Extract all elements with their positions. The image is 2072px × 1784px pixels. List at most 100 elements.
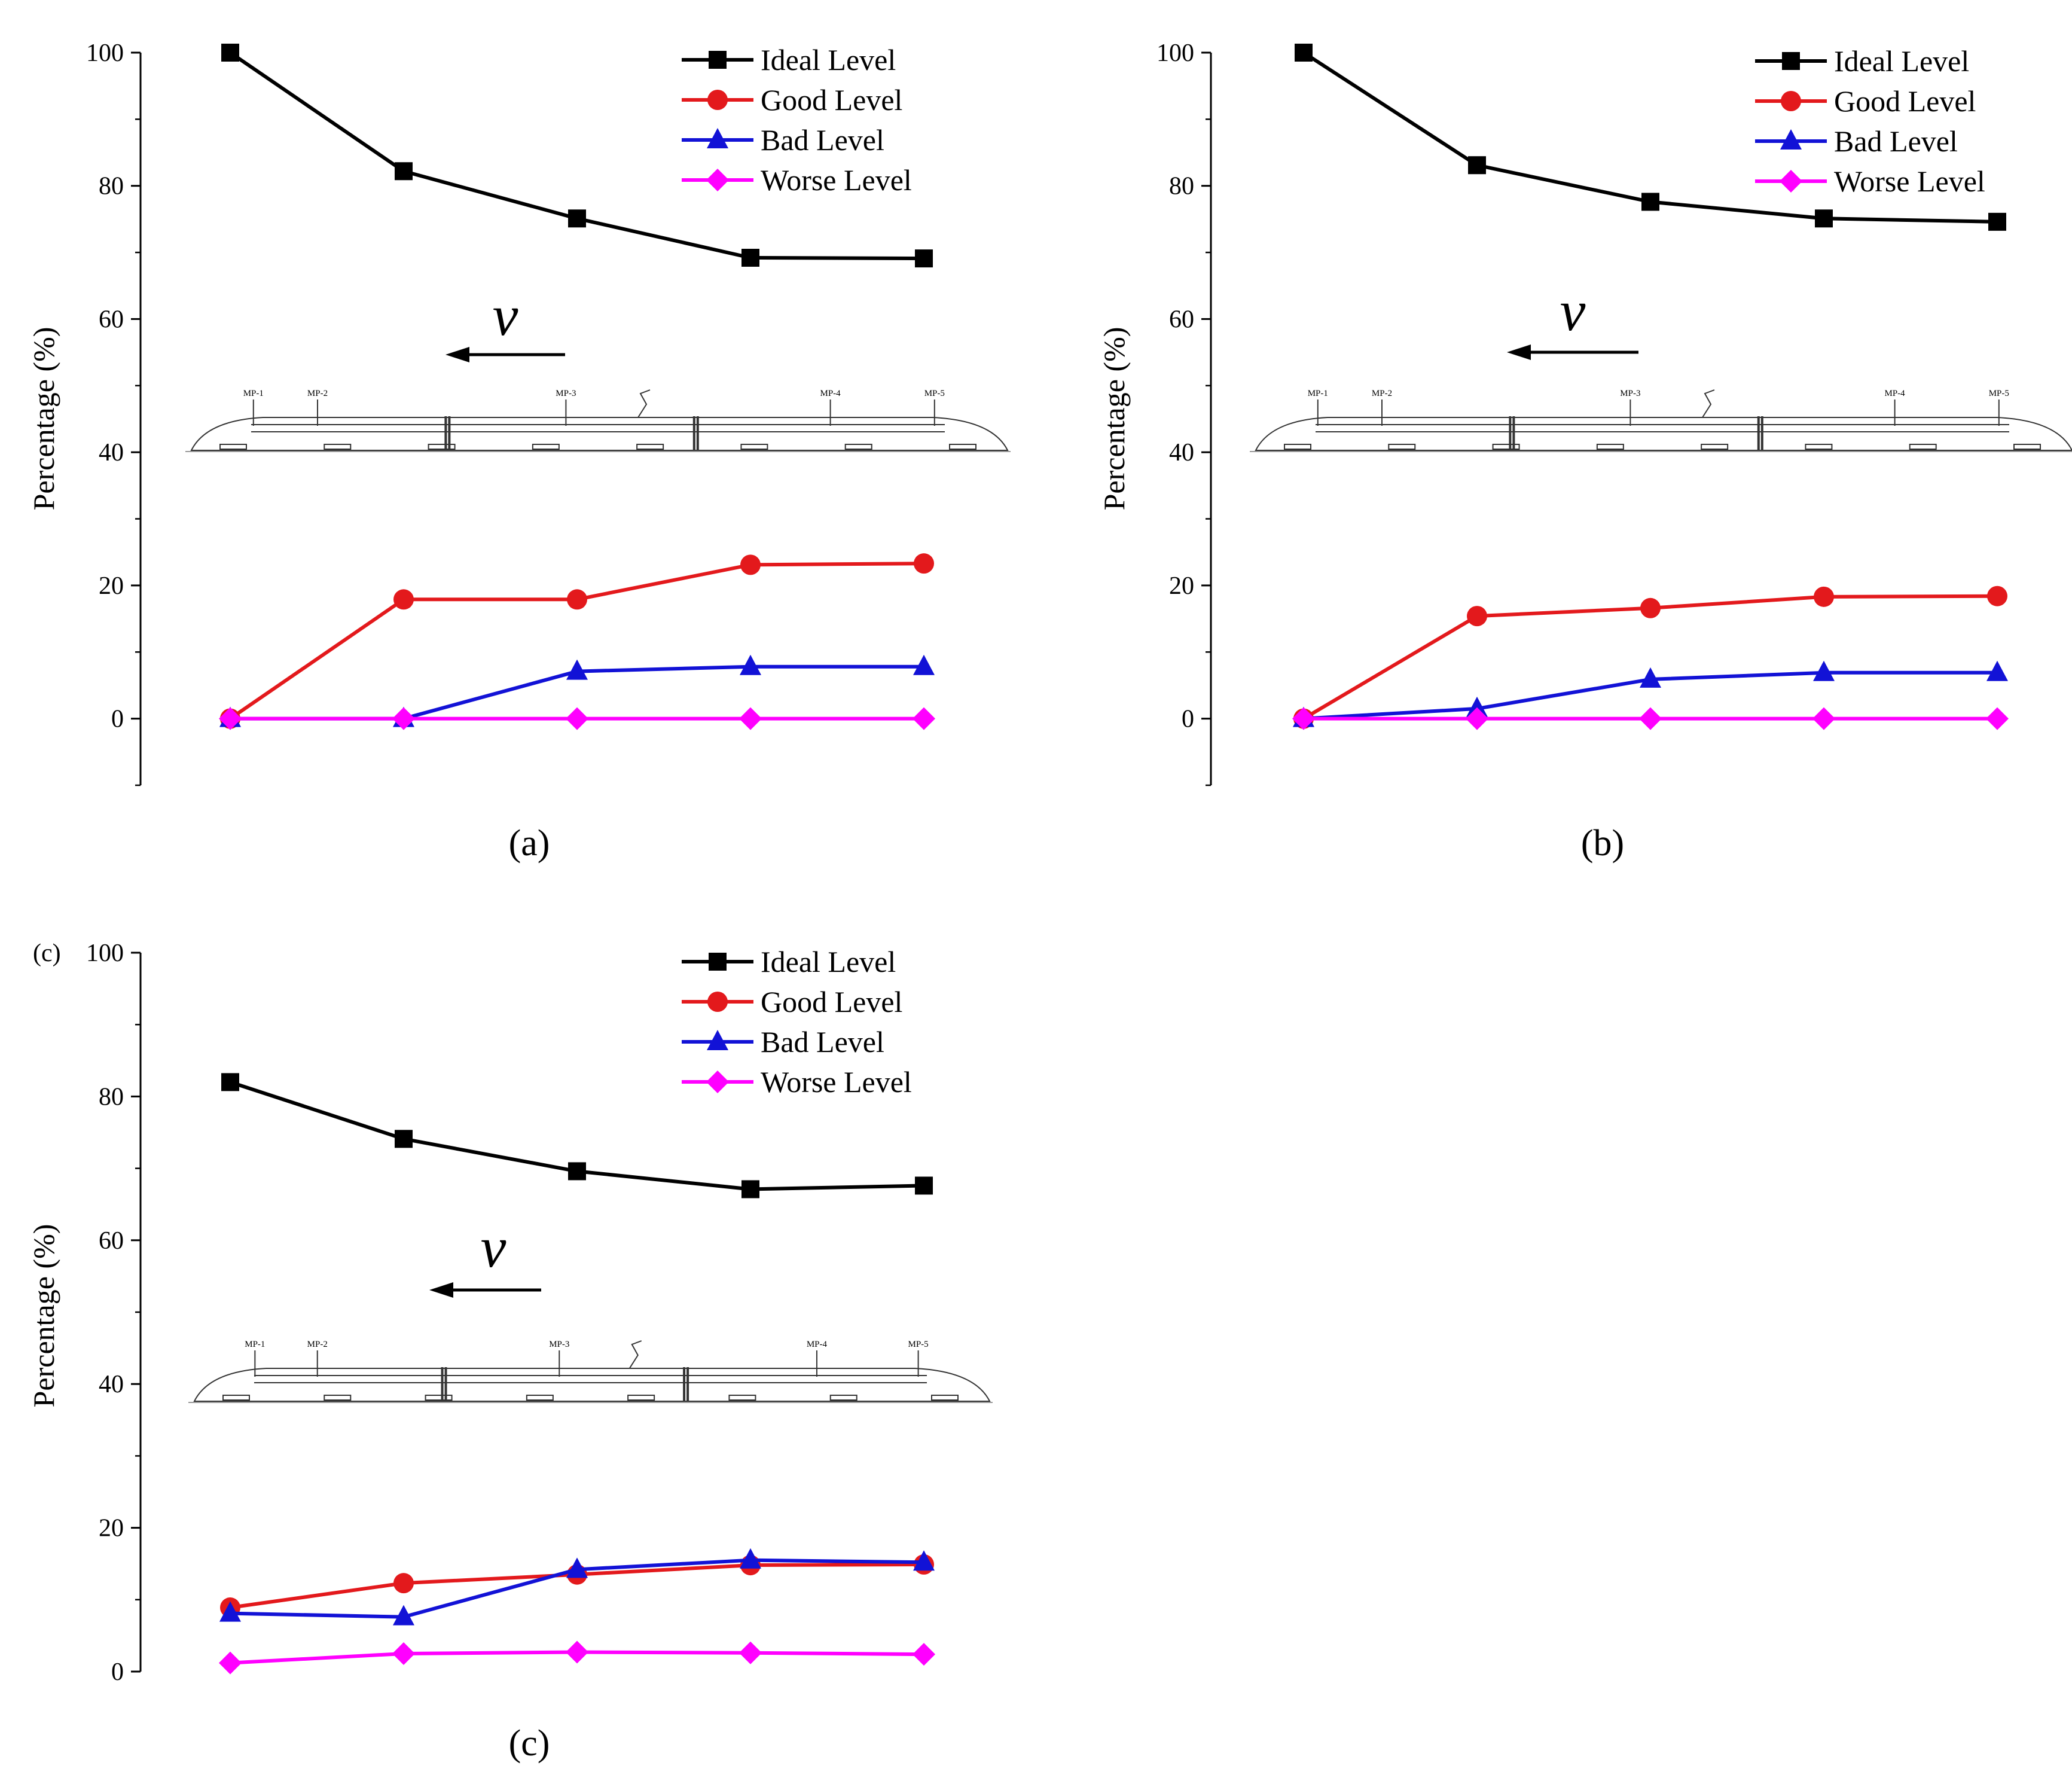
legend-label-ideal: Ideal Level: [761, 43, 896, 77]
y-tick-label: 0: [1182, 706, 1194, 733]
data-point-bad: [913, 654, 935, 675]
series-ideal: [1295, 44, 2006, 231]
train-body: [190, 417, 1009, 451]
measurement-point-label: MP-4: [807, 1340, 828, 1349]
measurement-point-label: MP-3: [549, 1340, 569, 1349]
measurement-point-label: MP-2: [307, 1340, 328, 1349]
train-body: [193, 1368, 991, 1402]
legend-label-bad: Bad Level: [1834, 124, 1958, 158]
measurement-point-label: MP-3: [1620, 389, 1640, 398]
data-point-ideal: [221, 44, 239, 62]
measurement-point-label: MP-5: [908, 1340, 929, 1349]
data-point-good: [393, 589, 414, 610]
measurement-point-label: MP-5: [924, 389, 945, 398]
y-tick-label: 100: [86, 940, 124, 967]
legend-marker-bad: [1780, 129, 1802, 150]
y-tick-label: 20: [99, 572, 124, 600]
bogie: [1596, 444, 1624, 450]
y-tick-label: 80: [99, 173, 124, 200]
bogie: [829, 1395, 858, 1401]
bogie: [740, 444, 768, 450]
data-point-good: [1814, 586, 1834, 607]
data-point-good: [740, 554, 761, 575]
data-point-ideal: [221, 1073, 239, 1091]
y-tick-label: 0: [111, 706, 124, 733]
legend-label-worse: Worse Level: [761, 163, 912, 197]
measurement-point-label: MP-3: [556, 389, 576, 398]
data-point-bad: [740, 1548, 761, 1569]
velocity-arrow-head: [1507, 344, 1531, 360]
bogie: [1492, 444, 1520, 450]
legend-label-worse: Worse Level: [1834, 164, 1985, 198]
bogie: [1805, 444, 1833, 450]
panel-caption: (c): [509, 1723, 550, 1764]
data-point-bad: [566, 659, 588, 680]
data-point-ideal: [395, 1130, 413, 1148]
legend-label-bad: Bad Level: [761, 123, 884, 157]
data-point-good: [1640, 597, 1661, 618]
data-point-worse: [1292, 707, 1315, 730]
y-tick-label: 20: [1169, 572, 1194, 600]
measurement-point-label: MP-4: [1885, 389, 1906, 398]
data-point-ideal: [568, 1162, 586, 1181]
train-diagram: [185, 389, 1011, 452]
data-point-worse: [392, 707, 415, 730]
legend-marker-worse: [706, 1071, 729, 1093]
data-point-ideal: [1988, 212, 2006, 231]
data-point-ideal: [1295, 44, 1313, 62]
bogie: [1284, 444, 1311, 450]
data-point-ideal: [568, 209, 586, 228]
y-tick-label: 100: [86, 39, 124, 67]
y-tick-label: 60: [99, 1227, 124, 1255]
measurement-point-label: MP-1: [243, 389, 264, 398]
data-point-worse: [1466, 707, 1488, 730]
series-worse: [219, 707, 935, 730]
legend-marker-ideal: [709, 51, 727, 69]
legend-label-worse: Worse Level: [761, 1065, 912, 1099]
train-body: [1255, 417, 2072, 451]
data-point-bad: [393, 1605, 414, 1626]
bogie: [324, 444, 352, 450]
data-point-worse: [392, 1642, 415, 1665]
chart-panel-b: 0 20 40 60 80 100 Percentage (%) MP-1 MP-2 MP-3 MP…: [1097, 39, 2072, 864]
data-point-bad: [913, 1550, 935, 1571]
y-axis-title: Percentage (%): [27, 327, 60, 511]
legend: Ideal Level Good Level Bad Level Worse Leve…: [682, 43, 912, 197]
bogie: [1909, 444, 1937, 450]
measurement-point-label: MP-1: [1308, 389, 1328, 398]
data-point-good: [914, 553, 934, 574]
legend-label-ideal: Ideal Level: [761, 945, 896, 978]
legend-marker-good: [707, 90, 728, 110]
data-point-bad: [1986, 660, 2008, 681]
y-axis-title: Percentage (%): [27, 1224, 60, 1408]
data-point-bad: [566, 1557, 588, 1578]
bogie: [728, 1395, 756, 1401]
y-tick-label: 40: [99, 439, 124, 466]
legend-label-bad: Bad Level: [761, 1025, 884, 1059]
data-point-worse: [913, 1643, 935, 1666]
data-point-ideal: [915, 249, 933, 268]
velocity-label: v: [481, 1215, 506, 1279]
panel-caption: (a): [509, 823, 550, 864]
legend-label-ideal: Ideal Level: [1834, 44, 1969, 78]
data-point-good: [1467, 606, 1487, 627]
legend-marker-worse: [1780, 170, 1802, 193]
data-point-ideal: [741, 1180, 759, 1199]
y-tick-label: 60: [1169, 306, 1194, 333]
legend-label-good: Good Level: [761, 985, 902, 1018]
bogie: [931, 1395, 959, 1401]
panel-corner-tag: (c): [33, 940, 61, 967]
bogie: [1388, 444, 1416, 450]
data-point-worse: [739, 707, 762, 730]
bogie: [2013, 444, 2041, 450]
legend-marker-worse: [706, 169, 729, 191]
legend-marker-good: [707, 992, 728, 1012]
bogie: [428, 444, 456, 450]
y-tick-label: 80: [99, 1083, 124, 1111]
legend-marker-good: [1781, 91, 1801, 111]
data-point-worse: [1986, 707, 2009, 730]
velocity-label: v: [1560, 279, 1586, 343]
data-point-worse: [219, 707, 242, 730]
data-point-worse: [913, 707, 935, 730]
chart-panel-a: 0 20 40 60 80 100 Percentage (%) MP-1 MP-2 MP-3 MP…: [27, 39, 1011, 864]
